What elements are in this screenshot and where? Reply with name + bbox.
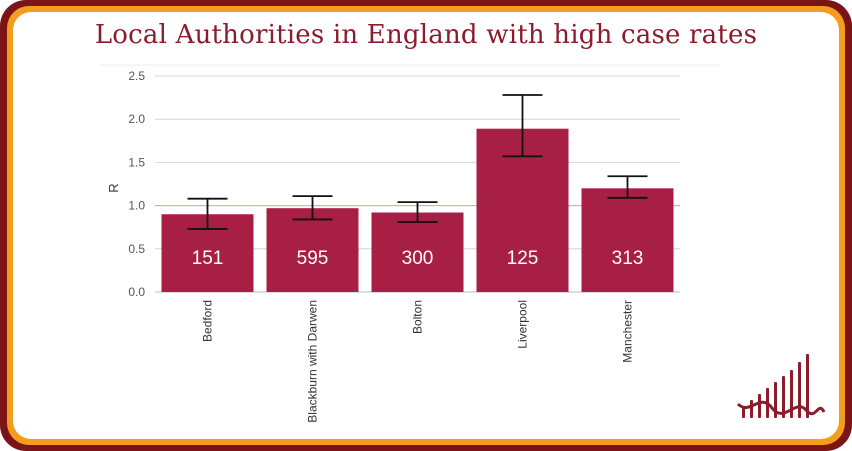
bar-value-label: 313 <box>612 248 644 269</box>
bar-value-label: 595 <box>297 248 329 269</box>
category-label: Bolton <box>411 300 425 334</box>
bar-value-label: 125 <box>507 248 539 269</box>
error-bars <box>187 94 648 230</box>
bars <box>161 128 674 292</box>
logo-bar <box>750 400 753 418</box>
category-label: Bedford <box>201 300 215 342</box>
y-tick-label: 1.0 <box>128 199 145 213</box>
category-label: Liverpool <box>516 300 530 349</box>
bar <box>371 212 464 292</box>
bar <box>266 208 359 292</box>
y-axis-label: R <box>106 183 121 192</box>
logo-bar <box>798 362 801 418</box>
bar-value-label: 151 <box>192 248 224 269</box>
bar-value-labels: 151 595 300 125 313 <box>192 248 644 269</box>
category-labels: Bedford Blackburn with Darwen Bolton Liverp… <box>201 300 635 423</box>
y-tick-label: 2.5 <box>128 69 145 83</box>
bar-value-label: 300 <box>402 248 434 269</box>
logo-bar <box>758 394 761 418</box>
logo-bar <box>782 376 785 418</box>
logo-icon <box>736 354 826 418</box>
y-tick-label: 2.0 <box>128 112 145 126</box>
logo-wave <box>736 400 826 416</box>
logo-bar <box>790 370 793 418</box>
bar <box>581 188 674 292</box>
y-tick-label: 0.5 <box>128 242 145 256</box>
y-tick-label: 1.5 <box>128 155 145 169</box>
chart-title: Local Authorities in England with high c… <box>94 20 758 50</box>
category-label: Blackburn with Darwen <box>306 300 320 423</box>
logo-bar <box>742 408 745 418</box>
logo-bar <box>806 354 809 418</box>
y-axis-ticks: 0.0 0.5 1.0 1.5 2.0 2.5 <box>128 69 145 299</box>
category-label: Manchester <box>621 300 635 363</box>
y-tick-label: 0.0 <box>128 285 145 299</box>
